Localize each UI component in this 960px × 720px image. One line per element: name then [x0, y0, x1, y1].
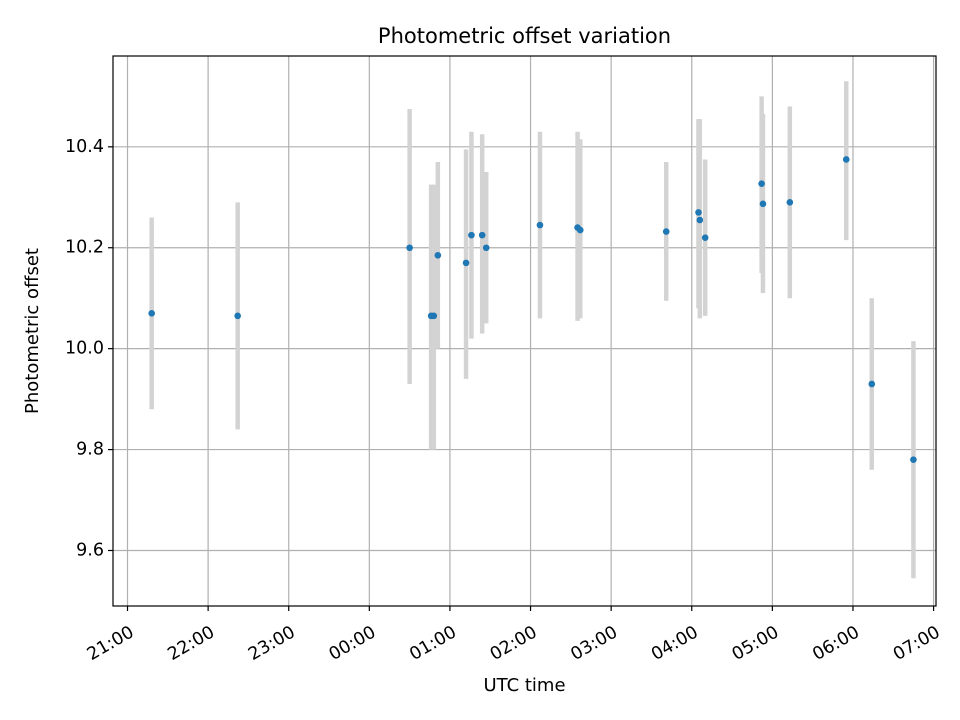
data-point [759, 200, 767, 208]
data-point [868, 380, 876, 388]
data-point [842, 156, 850, 163]
data-point [406, 244, 413, 252]
data-point [786, 199, 794, 206]
data-point [536, 221, 544, 229]
y-tick-label: 10.4 [65, 137, 104, 157]
data-point [758, 180, 765, 187]
y-axis-ticks: 9.6 9.8 10.0 10.2 10.4 [65, 137, 113, 560]
data-points [148, 156, 917, 463]
data-point [662, 228, 670, 235]
data-point [468, 231, 475, 239]
data-point [695, 209, 702, 216]
data-point [576, 226, 584, 234]
y-axis-label: Photometric offset [22, 248, 43, 414]
data-point [910, 456, 917, 463]
x-axis-label: UTC time [483, 675, 565, 696]
y-tick-label: 10.0 [65, 339, 104, 359]
data-point [482, 244, 490, 252]
data-point [701, 234, 709, 241]
data-point [478, 231, 486, 239]
plot-frame [112, 55, 937, 607]
data-point [430, 312, 438, 320]
data-point [148, 310, 155, 317]
chart-title: Photometric offset variation [378, 24, 671, 48]
data-point [696, 216, 704, 224]
data-point [462, 259, 470, 267]
grid [113, 56, 936, 606]
data-point [434, 252, 442, 259]
y-tick-label: 9.6 [76, 540, 104, 560]
y-tick-label: 9.8 [76, 440, 104, 460]
data-point [234, 312, 241, 320]
y-tick-label: 10.2 [65, 238, 104, 258]
